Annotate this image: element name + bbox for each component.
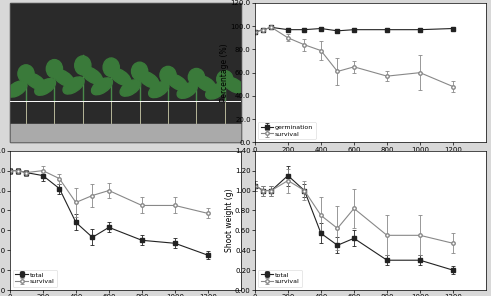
Ellipse shape (75, 56, 91, 75)
Ellipse shape (110, 68, 131, 85)
X-axis label: Dose (Gy): Dose (Gy) (352, 154, 389, 163)
Ellipse shape (91, 78, 112, 95)
Bar (10, 124, 241, 142)
Ellipse shape (177, 83, 197, 98)
Ellipse shape (149, 82, 169, 98)
Ellipse shape (160, 66, 176, 84)
Ellipse shape (132, 62, 148, 80)
Ellipse shape (120, 80, 140, 96)
Ellipse shape (35, 78, 55, 95)
Ellipse shape (46, 59, 62, 78)
Ellipse shape (138, 71, 159, 88)
Ellipse shape (63, 77, 84, 94)
Ellipse shape (6, 81, 27, 97)
Ellipse shape (18, 65, 34, 83)
Legend: total, survival: total, survival (258, 270, 302, 287)
Y-axis label: Shoot weight (g): Shoot weight (g) (224, 189, 234, 252)
Ellipse shape (206, 83, 225, 99)
Y-axis label: Percentage (%): Percentage (%) (220, 43, 229, 102)
Ellipse shape (167, 74, 188, 90)
Ellipse shape (189, 68, 205, 86)
Ellipse shape (54, 70, 74, 86)
Ellipse shape (224, 78, 244, 93)
Ellipse shape (25, 73, 46, 89)
Ellipse shape (195, 76, 216, 92)
Ellipse shape (103, 58, 119, 77)
Ellipse shape (217, 70, 233, 88)
Legend: germination, survival: germination, survival (258, 122, 316, 139)
Ellipse shape (82, 67, 103, 84)
Legend: total, survival: total, survival (13, 270, 57, 287)
